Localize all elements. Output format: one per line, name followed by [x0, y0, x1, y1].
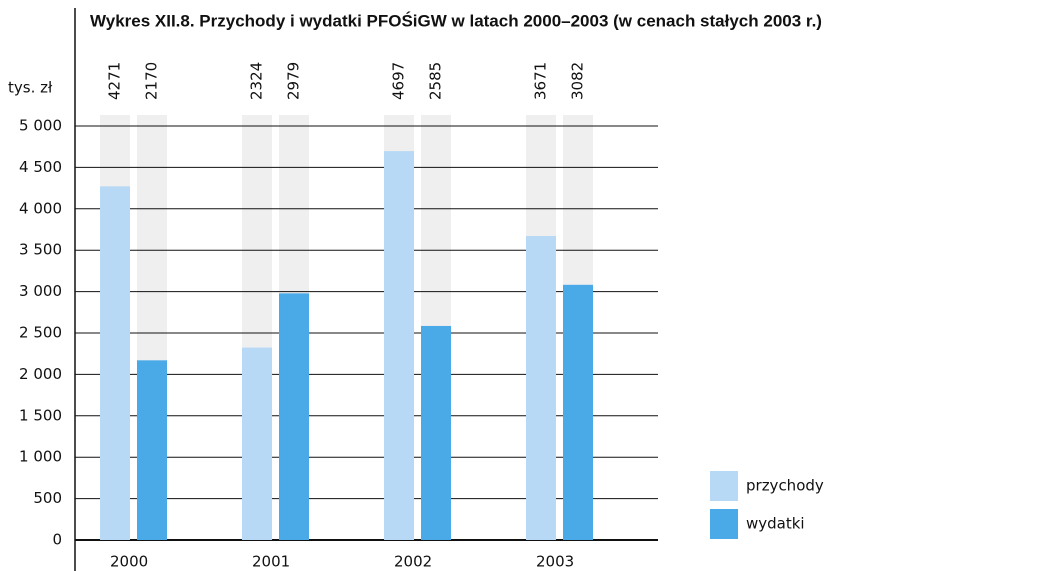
- legend-label: wydatki: [746, 515, 805, 533]
- legend-label: przychody: [746, 477, 824, 495]
- data-label: 4697: [390, 62, 408, 100]
- x-tick-label: 2000: [110, 553, 148, 571]
- data-label: 2324: [248, 62, 266, 100]
- x-tick-label: 2002: [394, 553, 432, 571]
- y-tick-label: 4 000: [19, 199, 62, 217]
- bar: [526, 236, 556, 540]
- y-axis-label: tys. zł: [8, 79, 53, 97]
- y-tick-label: 3 000: [19, 282, 62, 300]
- data-label: 2170: [143, 62, 161, 100]
- bar: [279, 293, 309, 540]
- data-label: 2979: [285, 62, 303, 100]
- data-label: 4271: [106, 62, 124, 100]
- legend-swatch: [710, 471, 738, 501]
- background-columns: [100, 115, 593, 540]
- x-tick-label: 2001: [252, 553, 290, 571]
- y-tick-label: 5 000: [19, 117, 62, 135]
- y-tick-label: 1 000: [19, 448, 62, 466]
- data-label: 3082: [569, 62, 587, 100]
- bar: [563, 284, 593, 540]
- y-tick-label: 2 500: [19, 324, 62, 342]
- x-tick-label: 2003: [536, 553, 574, 571]
- legend-swatch: [710, 509, 738, 539]
- bar: [242, 347, 272, 540]
- bar: [100, 186, 130, 540]
- bar: [384, 151, 414, 541]
- bar: [421, 325, 451, 540]
- y-tick-label: 3 500: [19, 241, 62, 259]
- y-tick-label: 500: [33, 489, 62, 507]
- data-label: 2585: [427, 62, 445, 100]
- data-label: 3671: [532, 62, 550, 100]
- y-tick-label: 4 500: [19, 158, 62, 176]
- y-tick-label: 0: [52, 531, 62, 549]
- chart-title: Wykres XII.8. Przychody i wydatki PFOŚiG…: [90, 11, 822, 30]
- y-tick-label: 2 000: [19, 365, 62, 383]
- bar: [137, 360, 167, 540]
- y-tick-label: 1 500: [19, 406, 62, 424]
